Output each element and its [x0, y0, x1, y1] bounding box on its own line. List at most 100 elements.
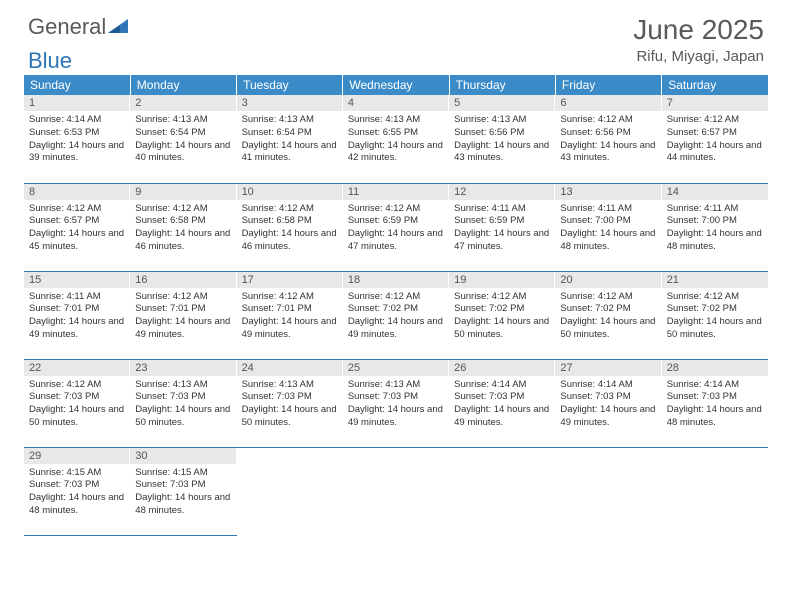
calendar-cell: 8Sunrise: 4:12 AMSunset: 6:57 PMDaylight…: [24, 183, 130, 271]
sunrise-line: Sunrise: 4:14 AM: [667, 379, 763, 392]
sunrise-line: Sunrise: 4:12 AM: [242, 203, 338, 216]
day-number: 19: [449, 272, 555, 288]
sunset-line: Sunset: 7:02 PM: [348, 303, 444, 316]
calendar-cell: 7Sunrise: 4:12 AMSunset: 6:57 PMDaylight…: [662, 95, 768, 183]
calendar-cell: 5Sunrise: 4:13 AMSunset: 6:56 PMDaylight…: [449, 95, 555, 183]
day-details: Sunrise: 4:13 AMSunset: 6:56 PMDaylight:…: [449, 111, 555, 167]
day-details: Sunrise: 4:12 AMSunset: 7:01 PMDaylight:…: [130, 288, 236, 344]
day-details: Sunrise: 4:15 AMSunset: 7:03 PMDaylight:…: [24, 464, 130, 520]
calendar-cell: 2Sunrise: 4:13 AMSunset: 6:54 PMDaylight…: [130, 95, 236, 183]
day-number: 26: [449, 360, 555, 376]
sunrise-line: Sunrise: 4:13 AM: [242, 114, 338, 127]
day-details: Sunrise: 4:15 AMSunset: 7:03 PMDaylight:…: [130, 464, 236, 520]
calendar-row: 22Sunrise: 4:12 AMSunset: 7:03 PMDayligh…: [24, 359, 768, 447]
sunset-line: Sunset: 6:58 PM: [242, 215, 338, 228]
sunrise-line: Sunrise: 4:11 AM: [29, 291, 125, 304]
sunset-line: Sunset: 6:54 PM: [135, 127, 231, 140]
sunrise-line: Sunrise: 4:12 AM: [667, 114, 763, 127]
calendar-cell: [237, 447, 343, 535]
day-number: 18: [343, 272, 449, 288]
logo: General: [28, 14, 132, 40]
sunrise-line: Sunrise: 4:12 AM: [667, 291, 763, 304]
day-number: 5: [449, 95, 555, 111]
calendar-cell: 21Sunrise: 4:12 AMSunset: 7:02 PMDayligh…: [662, 271, 768, 359]
day-number: 20: [555, 272, 661, 288]
calendar-cell: 13Sunrise: 4:11 AMSunset: 7:00 PMDayligh…: [555, 183, 661, 271]
day-details: Sunrise: 4:11 AMSunset: 7:01 PMDaylight:…: [24, 288, 130, 344]
day-details: Sunrise: 4:12 AMSunset: 6:58 PMDaylight:…: [237, 200, 343, 256]
sunrise-line: Sunrise: 4:11 AM: [667, 203, 763, 216]
sunset-line: Sunset: 7:03 PM: [348, 391, 444, 404]
sunset-line: Sunset: 6:53 PM: [29, 127, 125, 140]
sunrise-line: Sunrise: 4:13 AM: [348, 379, 444, 392]
weekday-header: Tuesday: [237, 75, 343, 95]
weekday-header: Friday: [555, 75, 661, 95]
daylight-line: Daylight: 14 hours and 47 minutes.: [454, 228, 550, 254]
daylight-line: Daylight: 14 hours and 45 minutes.: [29, 228, 125, 254]
day-number: 25: [343, 360, 449, 376]
calendar-cell: 3Sunrise: 4:13 AMSunset: 6:54 PMDaylight…: [237, 95, 343, 183]
day-number: 8: [24, 184, 130, 200]
daylight-line: Daylight: 14 hours and 50 minutes.: [29, 404, 125, 430]
calendar-cell: [343, 447, 449, 535]
logo-text-1: General: [28, 14, 106, 40]
weekday-header: Wednesday: [343, 75, 449, 95]
day-number: 27: [555, 360, 661, 376]
day-details: Sunrise: 4:12 AMSunset: 6:57 PMDaylight:…: [662, 111, 768, 167]
calendar-cell: 22Sunrise: 4:12 AMSunset: 7:03 PMDayligh…: [24, 359, 130, 447]
day-number: 13: [555, 184, 661, 200]
day-details: Sunrise: 4:12 AMSunset: 7:02 PMDaylight:…: [343, 288, 449, 344]
day-number: 15: [24, 272, 130, 288]
calendar-cell: 27Sunrise: 4:14 AMSunset: 7:03 PMDayligh…: [555, 359, 661, 447]
day-details: Sunrise: 4:12 AMSunset: 6:59 PMDaylight:…: [343, 200, 449, 256]
sunset-line: Sunset: 7:00 PM: [560, 215, 656, 228]
sunrise-line: Sunrise: 4:12 AM: [29, 379, 125, 392]
calendar-cell: [449, 447, 555, 535]
logo-text-2: Blue: [28, 48, 72, 74]
sunrise-line: Sunrise: 4:12 AM: [242, 291, 338, 304]
calendar-cell: 23Sunrise: 4:13 AMSunset: 7:03 PMDayligh…: [130, 359, 236, 447]
daylight-line: Daylight: 14 hours and 43 minutes.: [454, 140, 550, 166]
sunset-line: Sunset: 7:03 PM: [667, 391, 763, 404]
sunrise-line: Sunrise: 4:11 AM: [454, 203, 550, 216]
day-details: Sunrise: 4:14 AMSunset: 7:03 PMDaylight:…: [555, 376, 661, 432]
calendar-cell: 18Sunrise: 4:12 AMSunset: 7:02 PMDayligh…: [343, 271, 449, 359]
day-details: Sunrise: 4:13 AMSunset: 7:03 PMDaylight:…: [237, 376, 343, 432]
calendar-cell: 30Sunrise: 4:15 AMSunset: 7:03 PMDayligh…: [130, 447, 236, 535]
sunrise-line: Sunrise: 4:13 AM: [348, 114, 444, 127]
calendar-row: 15Sunrise: 4:11 AMSunset: 7:01 PMDayligh…: [24, 271, 768, 359]
sunset-line: Sunset: 6:56 PM: [454, 127, 550, 140]
daylight-line: Daylight: 14 hours and 48 minutes.: [667, 228, 763, 254]
day-details: Sunrise: 4:12 AMSunset: 7:03 PMDaylight:…: [24, 376, 130, 432]
sunrise-line: Sunrise: 4:12 AM: [29, 203, 125, 216]
calendar-cell: 4Sunrise: 4:13 AMSunset: 6:55 PMDaylight…: [343, 95, 449, 183]
sunset-line: Sunset: 6:56 PM: [560, 127, 656, 140]
daylight-line: Daylight: 14 hours and 49 minutes.: [348, 316, 444, 342]
calendar-cell: 10Sunrise: 4:12 AMSunset: 6:58 PMDayligh…: [237, 183, 343, 271]
sunrise-line: Sunrise: 4:13 AM: [454, 114, 550, 127]
calendar-cell: 25Sunrise: 4:13 AMSunset: 7:03 PMDayligh…: [343, 359, 449, 447]
daylight-line: Daylight: 14 hours and 48 minutes.: [135, 492, 231, 518]
sunrise-line: Sunrise: 4:15 AM: [135, 467, 231, 480]
calendar-cell: [555, 447, 661, 535]
calendar-table: Sunday Monday Tuesday Wednesday Thursday…: [24, 75, 768, 536]
calendar-cell: 6Sunrise: 4:12 AMSunset: 6:56 PMDaylight…: [555, 95, 661, 183]
day-details: Sunrise: 4:13 AMSunset: 6:54 PMDaylight:…: [130, 111, 236, 167]
sunset-line: Sunset: 7:02 PM: [560, 303, 656, 316]
title-block: June 2025 Rifu, Miyagi, Japan: [633, 14, 764, 65]
sunrise-line: Sunrise: 4:12 AM: [135, 203, 231, 216]
sunset-line: Sunset: 6:55 PM: [348, 127, 444, 140]
day-details: Sunrise: 4:13 AMSunset: 7:03 PMDaylight:…: [130, 376, 236, 432]
day-details: Sunrise: 4:11 AMSunset: 6:59 PMDaylight:…: [449, 200, 555, 256]
sunrise-line: Sunrise: 4:12 AM: [560, 114, 656, 127]
sunset-line: Sunset: 7:02 PM: [454, 303, 550, 316]
month-title: June 2025: [633, 14, 764, 46]
calendar-cell: [662, 447, 768, 535]
calendar-cell: 15Sunrise: 4:11 AMSunset: 7:01 PMDayligh…: [24, 271, 130, 359]
daylight-line: Daylight: 14 hours and 48 minutes.: [667, 404, 763, 430]
day-number: 12: [449, 184, 555, 200]
day-number: 4: [343, 95, 449, 111]
sunset-line: Sunset: 7:03 PM: [135, 391, 231, 404]
sunset-line: Sunset: 6:57 PM: [667, 127, 763, 140]
weekday-header: Sunday: [24, 75, 130, 95]
